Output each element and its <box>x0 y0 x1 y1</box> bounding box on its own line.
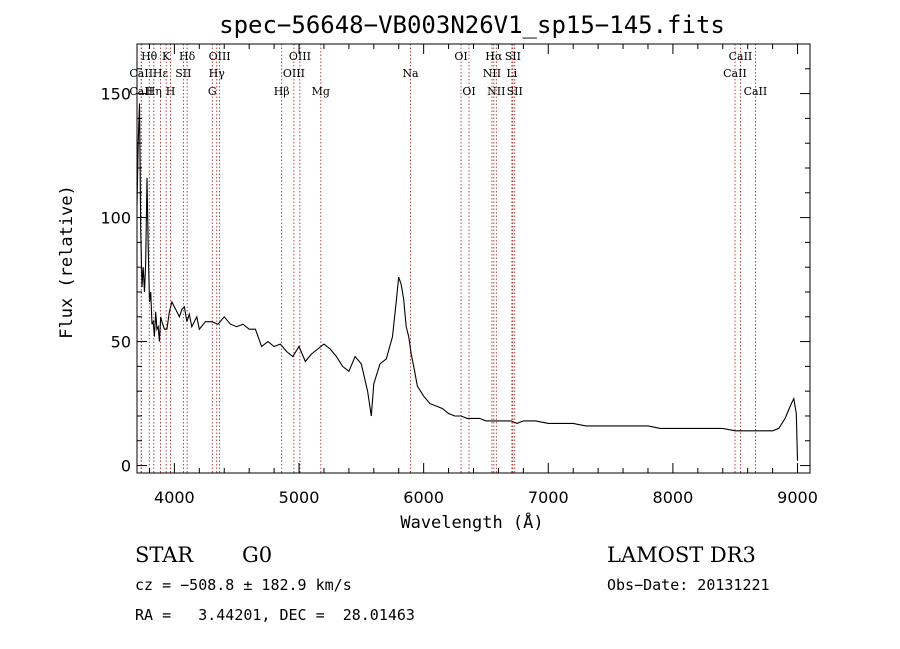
coordinates: RA = 3.44201, DEC = 28.01463 <box>135 606 415 624</box>
line-marker-label: OIII <box>209 50 231 63</box>
survey-name: LAMOST DR3 <box>607 543 756 567</box>
line-marker-label: CaII <box>729 50 753 63</box>
x-tick-label: 6000 <box>403 488 444 507</box>
line-marker-label: NII <box>483 67 501 80</box>
y-axis-ticks: 0 50 100 150 <box>100 68 810 476</box>
line-marker-label: SII <box>175 67 191 80</box>
x-tick-label: 9000 <box>777 488 818 507</box>
line-marker-label: Hθ <box>141 50 158 63</box>
x-tick-label: 5000 <box>279 488 320 507</box>
line-marker-label: H <box>166 85 176 98</box>
x-axis-ticks: 4000 5000 6000 7000 8000 9000 <box>148 44 818 507</box>
line-marker-label: OI <box>454 50 467 63</box>
line-marker-label: K <box>162 50 171 63</box>
line-marker-label: OIII <box>283 67 305 80</box>
x-tick-label: 4000 <box>154 488 195 507</box>
line-marker-label: NII <box>487 85 505 98</box>
plot-frame <box>136 43 811 474</box>
line-marker-label: Li <box>506 67 517 80</box>
y-tick-label: 150 <box>100 85 131 104</box>
line-marker-label: CaII <box>129 85 153 98</box>
line-marker-label: CaII <box>744 85 768 98</box>
object-class: STAR <box>135 543 194 567</box>
object-subclass: G0 <box>242 543 272 567</box>
line-marker-label: Na <box>402 67 419 80</box>
y-tick-label: 0 <box>121 457 131 476</box>
line-marker-label: Hγ <box>209 67 226 80</box>
x-axis-title: Wavelength (Å) <box>400 511 543 533</box>
obs-date: Obs−Date: 20131221 <box>607 576 770 594</box>
line-marker-label: OI <box>462 85 475 98</box>
y-tick-label: 100 <box>100 209 131 228</box>
chart-title: spec−56648−VB003N26V1_sp15−145.fits <box>219 11 725 39</box>
line-marker-label: CaII <box>129 67 153 80</box>
line-marker-label: G <box>208 85 217 98</box>
line-marker-label: Hβ <box>274 85 290 98</box>
line-marker-label: CaII <box>723 67 747 80</box>
redshift-readout: cz = −508.8 ± 182.9 km/s <box>135 576 352 594</box>
line-marker-label: Mg <box>312 85 330 98</box>
line-marker-label: Hε <box>153 67 169 80</box>
line-marker-label: Hδ <box>179 50 196 63</box>
line-marker-label: Hα <box>485 50 503 63</box>
line-marker-label: SII <box>505 50 521 63</box>
y-axis-title: Flux (relative) <box>57 185 77 339</box>
line-marker-label: SII <box>507 85 523 98</box>
x-tick-label: 8000 <box>653 488 694 507</box>
line-markers <box>140 44 756 473</box>
spectrum-line <box>136 103 799 461</box>
line-marker-label: Hη <box>146 85 162 98</box>
y-tick-label: 50 <box>111 333 131 352</box>
line-marker-label: OIII <box>289 50 311 63</box>
x-tick-label: 7000 <box>528 488 569 507</box>
